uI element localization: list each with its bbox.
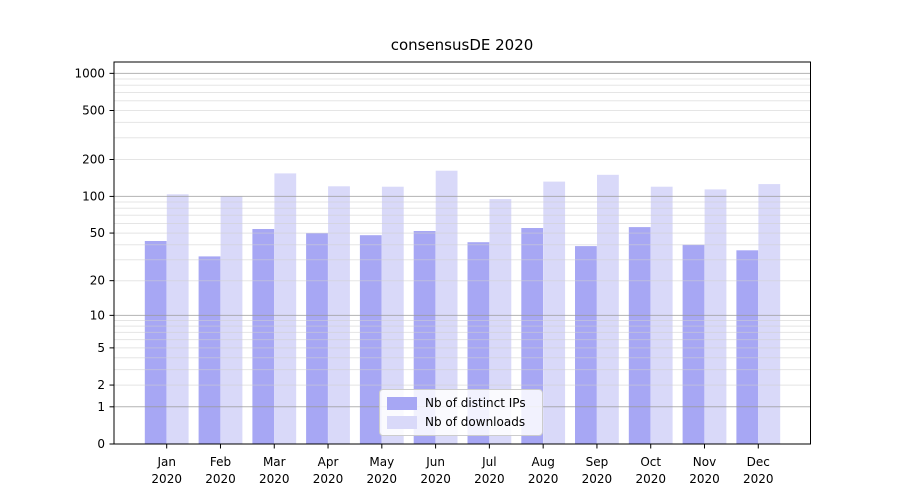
plot-frame: [113, 61, 811, 445]
x-tick-label-month: Feb: [210, 455, 231, 469]
x-tick-label-year: 2020: [151, 472, 182, 486]
bar: [144, 241, 167, 444]
bar: [682, 244, 705, 444]
x-tick-label-year: 2020: [743, 472, 774, 486]
bar: [704, 189, 727, 444]
bar: [736, 250, 759, 444]
x-tick-label-year: 2020: [367, 472, 398, 486]
legend-swatch-downloads-icon: [387, 415, 417, 429]
y-tick-label: 5: [97, 341, 105, 355]
y-axis: 0 1 2 5 10 20 50 100 200 500 1000: [74, 66, 114, 451]
chart-title: consensusDE 2020: [390, 36, 534, 54]
x-tick-label-month: Nov: [693, 455, 716, 469]
bar: [435, 170, 458, 444]
bar: [274, 173, 297, 444]
bar: [575, 246, 597, 444]
x-tick-label-month: Jun: [425, 455, 445, 469]
x-tick-label-month: Apr: [318, 455, 339, 469]
x-tick-label-month: Sep: [586, 455, 609, 469]
bar: [628, 227, 651, 444]
x-tick-label-month: May: [369, 455, 394, 469]
y-tick-label: 200: [82, 153, 105, 167]
legend-item-distinct-ips: Nb of distinct IPs: [387, 396, 542, 410]
x-tick-label-year: 2020: [689, 472, 720, 486]
bar: [758, 184, 781, 444]
bar: [198, 256, 221, 444]
x-tick-label-month: Jan: [156, 455, 176, 469]
y-tick-label: 1: [97, 400, 105, 414]
x-tick-label-month: Aug: [531, 455, 554, 469]
x-tick-label-year: 2020: [420, 472, 451, 486]
legend: Nb of distinct IPs Nb of downloads: [379, 389, 543, 436]
legend-label-distinct-ips: Nb of distinct IPs: [425, 396, 526, 410]
legend-item-downloads: Nb of downloads: [387, 415, 542, 429]
y-tick-label: 2: [97, 378, 105, 392]
x-tick-label-month: Oct: [640, 455, 661, 469]
x-tick-label-year: 2020: [313, 472, 344, 486]
x-tick-label-month: Mar: [263, 455, 286, 469]
y-tick-label: 10: [90, 308, 105, 322]
gridlines: [114, 72, 811, 408]
x-tick-label-month: Dec: [747, 455, 770, 469]
legend-swatch-distinct-ips-icon: [387, 396, 417, 410]
x-tick-label-year: 2020: [259, 472, 290, 486]
x-tick-label-year: 2020: [205, 472, 236, 486]
legend-label-downloads: Nb of downloads: [425, 415, 526, 429]
y-tick-label: 100: [82, 189, 105, 203]
bar: [166, 194, 189, 444]
x-tick-label-year: 2020: [635, 472, 666, 486]
x-tick-label-year: 2020: [528, 472, 559, 486]
y-tick-label: 1000: [74, 66, 105, 80]
bar: [597, 174, 619, 445]
bar: [489, 199, 512, 444]
bar: [543, 181, 566, 444]
bar: [306, 233, 328, 444]
x-tick-label-year: 2020: [474, 472, 505, 486]
x-tick-label-month: Jul: [481, 455, 496, 469]
y-tick-label: 50: [90, 226, 105, 240]
bar: [252, 229, 275, 444]
y-tick-label: 500: [82, 104, 105, 118]
x-tick-label-year: 2020: [582, 472, 613, 486]
x-axis: Jan 2020 Feb 2020 Mar 2020 Apr 2020 May 2020 Jun 20…: [151, 444, 774, 486]
y-tick-label: 20: [90, 274, 105, 288]
y-tick-label: 0: [97, 437, 105, 451]
